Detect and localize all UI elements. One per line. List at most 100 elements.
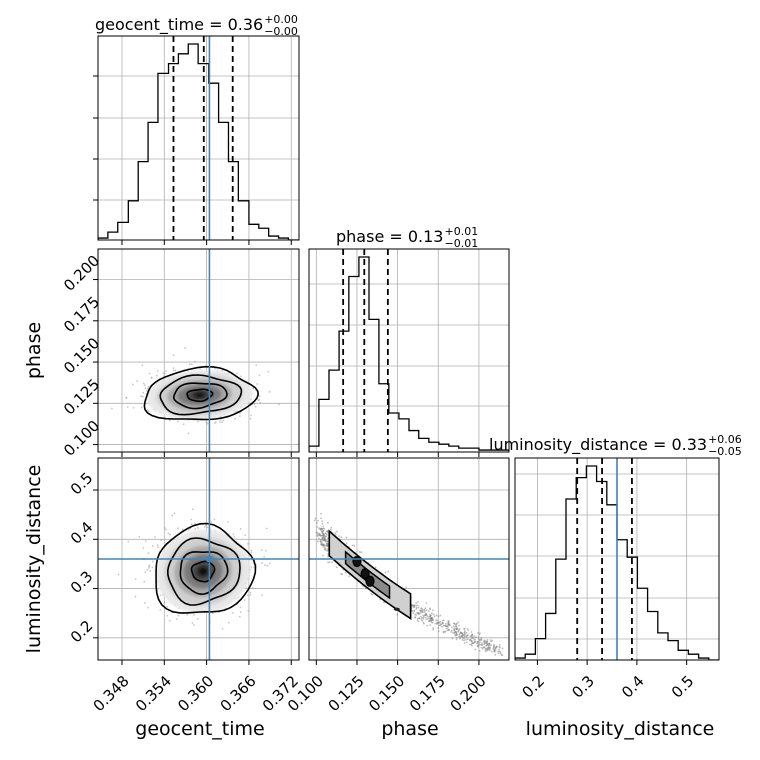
sample-point	[205, 421, 208, 424]
scatter-phase-geocent-border	[97, 248, 300, 453]
sample-point	[142, 547, 145, 549]
sample-point	[453, 631, 456, 634]
sample-point	[186, 613, 189, 616]
panel-title-sub: −0.01	[444, 237, 478, 250]
sample-point	[227, 621, 230, 624]
sample-point	[140, 406, 143, 409]
sample-point	[471, 644, 473, 647]
sample-point	[468, 643, 471, 646]
sample-point	[244, 534, 247, 537]
sample-point	[325, 533, 328, 536]
sample-point	[490, 644, 493, 647]
sample-point	[326, 540, 329, 543]
sample-point	[147, 385, 150, 388]
sample-point	[323, 545, 326, 548]
sample-point	[489, 649, 491, 652]
sample-point	[261, 594, 263, 597]
sample-point	[419, 612, 422, 614]
sample-point	[131, 383, 134, 386]
sample-point	[247, 610, 250, 613]
sample-point	[423, 611, 425, 614]
y-tick-label: 0.2	[67, 617, 97, 647]
sample-point	[326, 530, 329, 533]
y-tick-label: 0.100	[60, 417, 103, 460]
sample-point	[467, 633, 469, 636]
sample-point	[321, 537, 323, 540]
density-shade	[198, 566, 209, 576]
sample-point	[413, 610, 416, 613]
sample-point	[345, 536, 348, 539]
sample-point	[501, 647, 504, 650]
sample-point	[344, 571, 347, 574]
sample-point	[249, 594, 252, 596]
truth-marker	[206, 556, 213, 562]
panel-title: luminosity_distance = 0.33 +0.06−0.05	[489, 433, 742, 458]
sample-point	[497, 652, 500, 655]
sample-point	[451, 631, 454, 634]
sample-point	[147, 410, 150, 413]
sample-point	[243, 599, 246, 601]
sample-point	[417, 620, 420, 623]
contour-core	[393, 607, 400, 611]
sample-point	[421, 611, 424, 613]
sample-point	[437, 630, 440, 633]
sample-point	[382, 601, 385, 604]
panel-title-sup: +0.00	[264, 13, 298, 26]
contour-core	[365, 575, 375, 587]
sample-point	[221, 421, 224, 424]
sample-point	[488, 647, 491, 650]
sample-point	[338, 535, 340, 538]
sample-point	[196, 527, 199, 529]
sample-point	[412, 612, 415, 614]
sample-point	[442, 622, 444, 625]
contour	[166, 537, 241, 606]
x-tick-label: 0.200	[447, 672, 490, 715]
sample-point	[325, 535, 327, 538]
scatter-ld-geocent-border	[97, 457, 300, 661]
density-s21	[313, 512, 504, 657]
sample-point	[455, 634, 458, 637]
sample-point	[213, 518, 216, 521]
sample-point	[447, 628, 450, 631]
sample-point	[258, 395, 261, 398]
sample-point	[494, 653, 497, 656]
sample-point	[326, 543, 328, 545]
sample-point	[429, 615, 431, 618]
x-axis-title: luminosity_distance	[526, 718, 715, 740]
sample-point	[268, 390, 271, 393]
panel-title-sup: +0.01	[444, 225, 478, 238]
sample-point	[168, 619, 171, 622]
sample-point	[424, 610, 426, 612]
sample-point	[327, 555, 330, 558]
sample-point	[427, 610, 430, 613]
sample-point	[167, 532, 170, 535]
sample-point	[151, 566, 154, 569]
sample-point	[489, 646, 492, 649]
panel-title-sub: −0.00	[264, 25, 298, 38]
sample-point	[420, 619, 423, 621]
sample-point	[485, 642, 488, 645]
sample-point	[358, 551, 361, 553]
sample-point	[478, 643, 480, 646]
panel-title-text: luminosity_distance = 0.33	[489, 435, 707, 455]
sample-point	[322, 544, 325, 547]
sample-point	[188, 363, 191, 366]
contour-core	[352, 555, 362, 568]
y-tick-label: 0.5	[67, 469, 97, 499]
hist-phase-border	[308, 248, 510, 453]
contour	[172, 382, 228, 410]
sample-point	[331, 561, 333, 564]
y-tick-label: 0.175	[60, 293, 103, 336]
x-tick-label: 0.125	[325, 672, 368, 715]
sample-point	[166, 605, 169, 608]
sample-point	[471, 633, 474, 636]
sample-point	[144, 571, 147, 574]
sample-point	[159, 594, 162, 597]
sample-point	[265, 527, 268, 530]
sample-point	[463, 642, 466, 644]
sample-point	[132, 406, 135, 409]
sample-point	[442, 619, 445, 622]
sample-point	[196, 618, 199, 620]
sample-point	[321, 522, 324, 525]
sample-point	[453, 622, 456, 625]
